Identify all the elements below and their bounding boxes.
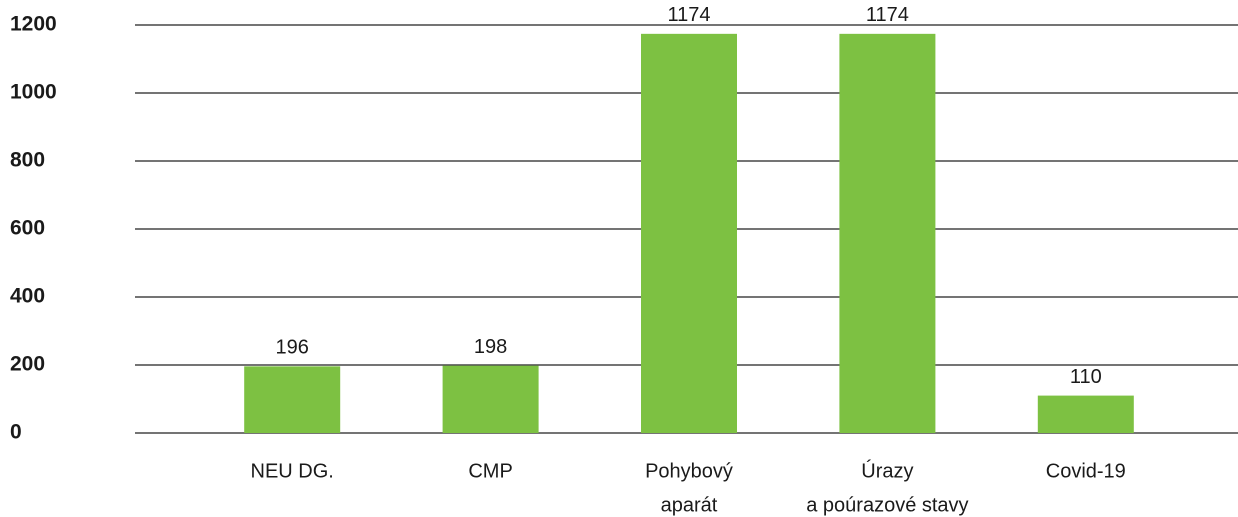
value-label: 196 [276,337,309,359]
x-tick-label: Úrazy [861,459,913,482]
x-tick-label: Pohybový [645,460,733,482]
x-tick-label: aparát [661,494,718,516]
value-label: 110 [1070,366,1102,388]
y-tick-label: 1000 [10,81,57,104]
bar [641,33,737,434]
bar [1037,395,1134,433]
x-tick-label: NEU DG. [251,460,334,482]
bar [244,366,341,433]
y-tick-label: 0 [10,421,22,444]
value-label: 198 [474,336,507,358]
bar [839,33,936,434]
y-tick-label: 800 [10,149,45,172]
y-tick-label: 1200 [10,13,57,36]
x-tick-label: CMP [468,460,512,482]
x-tick-label: Covid-19 [1046,460,1126,482]
value-label: 1174 [667,4,710,26]
y-tick-label: 600 [10,217,45,240]
bar [442,365,539,433]
y-tick-label: 200 [10,353,45,376]
value-label: 1174 [866,4,909,26]
y-tick-label: 400 [10,285,45,308]
x-tick-label: a poúrazové stavy [806,494,968,516]
